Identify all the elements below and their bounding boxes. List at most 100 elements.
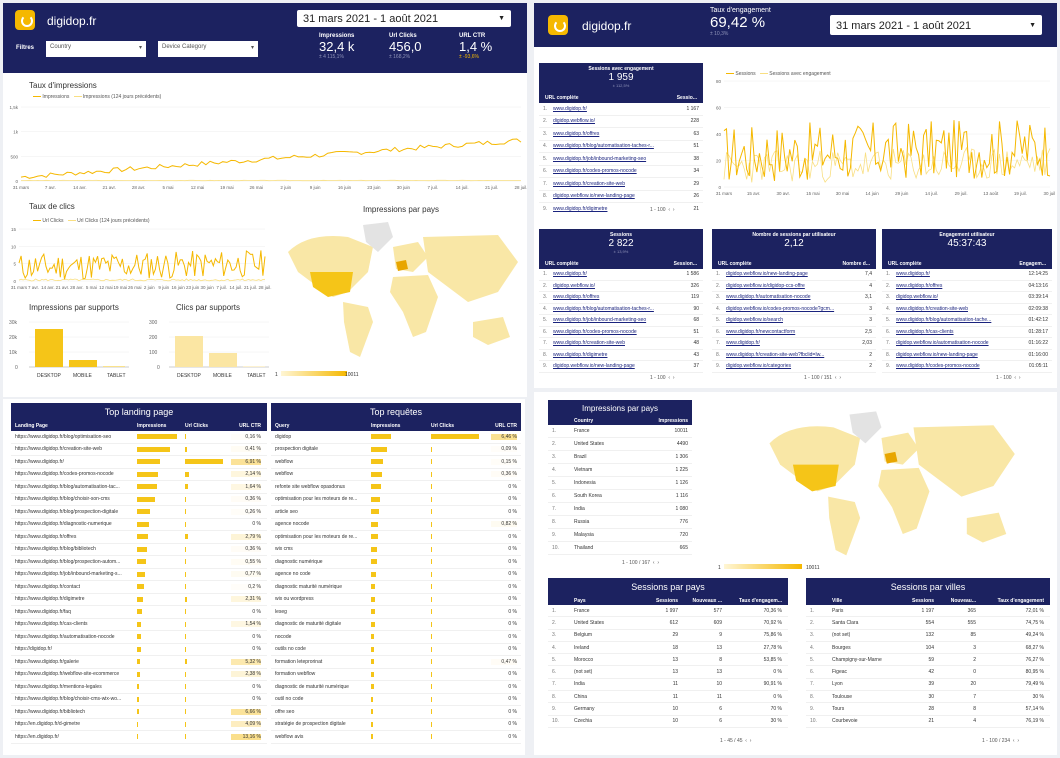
col-url-clicks[interactable]: Url Clicks: [431, 423, 455, 429]
next-page-icon[interactable]: ›: [749, 738, 752, 744]
url-link[interactable]: www.digidop.fr/offres: [553, 294, 600, 301]
table-row[interactable]: digidop 6,46 %: [271, 431, 521, 444]
table-row[interactable]: https://www.digidop.fr/galerie 5,32 %: [11, 656, 267, 669]
col-country[interactable]: Country: [574, 417, 594, 424]
table-row[interactable]: 8. digidop.webflow.io/new-landing-page 01:…: [882, 350, 1052, 361]
pager[interactable]: 1 - 100 / 167 ‹ ›: [622, 560, 659, 566]
table-row[interactable]: 3. digidop.webflow.io/03:39:14: [882, 292, 1052, 304]
table-row[interactable]: https://www.digidop.fr/blog/choisir-son-…: [11, 494, 267, 506]
col-url-clicks[interactable]: Url Clicks: [185, 423, 209, 429]
country-filter[interactable]: Country: [46, 41, 146, 57]
col-sessions[interactable]: Sessions: [656, 597, 678, 604]
table-row[interactable]: https://www.digidop.fr/automatisation-no…: [11, 631, 267, 644]
table-row[interactable]: 2. Santa Clara 554 555 74,75 %: [806, 617, 1050, 630]
table-row[interactable]: 8. digidop.webflow.io/new-landing-page 26: [539, 191, 703, 203]
table-row[interactable]: https://www.digidop.fr/digimetre 2,31 %: [11, 594, 267, 606]
col-engagement[interactable]: Taux d'engagement: [997, 597, 1044, 604]
table-row[interactable]: 7. www.digidop.fr/2,03: [712, 338, 876, 350]
table-row[interactable]: diagnostic numérique 0 %: [271, 556, 521, 569]
url-link[interactable]: www.digidop.fr/newcontactform: [726, 328, 796, 335]
col-sessions[interactable]: Session...: [673, 261, 697, 267]
url-link[interactable]: www.digidop.fr/: [553, 271, 587, 278]
table-row[interactable]: https://www.digidop.fr/codes-promos-noco…: [11, 469, 267, 481]
table-row[interactable]: 2. www.digidop.fr/offres 04:13:16: [882, 281, 1052, 292]
col-impressions[interactable]: Impressions: [371, 423, 401, 429]
url-link[interactable]: digidop.webflow.io/digidop-ccs-offre: [726, 282, 805, 289]
next-page-icon[interactable]: ›: [1018, 375, 1021, 381]
table-row[interactable]: 10. Courbevoie 21 4 76,19 %: [806, 716, 1050, 728]
table-row[interactable]: 3. Belgium 29 9 75,86 %: [548, 630, 788, 642]
table-row[interactable]: outil no code 0 %: [271, 694, 521, 706]
table-row[interactable]: 7. India 1 080: [548, 503, 692, 516]
table-row[interactable]: 3. www.digidop.fr/offres 119: [539, 292, 703, 304]
table-row[interactable]: 4. Vietnam 1 225: [548, 464, 692, 477]
url-link[interactable]: www.digidop.fr/creation-site-web: [553, 340, 625, 347]
col-new-users[interactable]: Nouveau...: [950, 597, 976, 604]
table-row[interactable]: 3. www.digidop.fr/offres 63: [539, 128, 703, 141]
url-link[interactable]: www.digidop.fr/blog/automatisation-tache…: [553, 143, 654, 150]
table-row[interactable]: wix ou wordpress 0 %: [271, 594, 521, 606]
url-link[interactable]: www.digidop.fr/job/inbound-marketing-seo: [553, 317, 647, 324]
table-row[interactable]: 1. www.digidop.fr/1 167: [539, 103, 703, 116]
next-page-icon[interactable]: ›: [1017, 738, 1019, 744]
col-url[interactable]: URL complète: [545, 261, 579, 267]
url-link[interactable]: www.digidop.fr/creation-site-web: [553, 180, 625, 187]
col-url[interactable]: URL complète: [718, 261, 752, 267]
table-row[interactable]: 6. www.digidop.fr/codes-promos-nocode 34: [539, 166, 703, 178]
prev-page-icon[interactable]: ‹: [668, 207, 671, 213]
table-row[interactable]: https://www.digidop.fr/offres 2,79 %: [11, 531, 267, 544]
table-row[interactable]: https://en.digidop.fr/d-gimetre 4,09 %: [11, 719, 267, 731]
table-row[interactable]: 1. www.digidop.fr/1 586: [539, 269, 703, 281]
col-city[interactable]: Ville: [832, 597, 843, 604]
col-url-ctr[interactable]: URL CTR: [495, 423, 517, 429]
device-filter[interactable]: Device Category: [158, 41, 258, 57]
table-row[interactable]: https://www.digidop.fr/job/inbound-marke…: [11, 569, 267, 581]
url-link[interactable]: www.digidop.fr/offres: [896, 282, 943, 289]
table-row[interactable]: 5. www.digidop.fr/job/inbound-marketing-s…: [539, 315, 703, 327]
col-landing-page[interactable]: Landing Page: [15, 423, 48, 429]
pager[interactable]: 1 - 100 ‹ ›: [650, 375, 674, 381]
col-new-users[interactable]: Nouveaux ...: [692, 597, 722, 604]
url-link[interactable]: www.digidop.fr/digimetre: [553, 205, 608, 212]
table-row[interactable]: https://www.digidop.fr/cas-clients 1,54 %: [11, 619, 267, 631]
table-row[interactable]: outils no code 0 %: [271, 644, 521, 656]
col-query[interactable]: Query: [275, 423, 290, 429]
url-link[interactable]: digidop.webflow.io/automatisation-nocode: [896, 340, 989, 347]
table-row[interactable]: article seo 0 %: [271, 506, 521, 519]
prev-page-icon[interactable]: ‹: [668, 375, 671, 381]
table-row[interactable]: agence nocode 0,82 %: [271, 519, 521, 531]
pager[interactable]: 1 - 100 / 151 ‹ ›: [804, 375, 841, 381]
table-row[interactable]: 5. digidop.webflow.io/search 3: [712, 315, 876, 327]
col-impressions[interactable]: Impressions: [137, 423, 167, 429]
table-row[interactable]: 7. Lyon 39 20 79,49 %: [806, 679, 1050, 692]
url-link[interactable]: www.digidop.fr/offres: [553, 130, 600, 137]
prev-page-icon[interactable]: ‹: [1012, 738, 1015, 744]
col-url[interactable]: URL complète: [545, 95, 579, 101]
table-row[interactable]: webflow 0,36 %: [271, 469, 521, 481]
col-value[interactable]: Engagem...: [1019, 261, 1046, 267]
table-row[interactable]: 3. Brazil 1 306: [548, 451, 692, 464]
table-row[interactable]: 7. India 11 10 90,91 %: [548, 679, 788, 692]
url-link[interactable]: digidop.webflow.io/new-landing-page: [896, 351, 978, 358]
table-row[interactable]: 9. Malaysia 720: [548, 529, 692, 542]
url-link[interactable]: www.digidop.fr/codes-promos-nocode: [896, 363, 980, 370]
table-row[interactable]: 3. (not set) 132 85 49,24 %: [806, 630, 1050, 642]
table-row[interactable]: 5. www.digidop.fr/job/inbound-marketing-s…: [539, 153, 703, 166]
table-row[interactable]: formation webflow 0 %: [271, 669, 521, 681]
world-map[interactable]: [278, 217, 524, 367]
col-country[interactable]: Pays: [574, 597, 586, 604]
date-range-picker[interactable]: 31 mars 2021 - 1 août 2021 ▼: [830, 15, 1042, 35]
url-link[interactable]: www.digidop.fr/cas-clients: [896, 328, 954, 335]
url-link[interactable]: www.digidop.fr/digimetre: [553, 351, 608, 358]
table-row[interactable]: 7. digidop.webflow.io/automatisation-noco…: [882, 338, 1052, 350]
col-value[interactable]: Nombre d...: [842, 261, 870, 267]
table-row[interactable]: https://www.digidop.fr/blog/optimisation…: [11, 431, 267, 444]
table-row[interactable]: https://www.digidop.fr/mentions-legales 0…: [11, 681, 267, 694]
url-link[interactable]: digidop.webflow.io/codes-promos-nocode?g…: [726, 305, 835, 312]
table-row[interactable]: 4. Bourges 104 3 68,27 %: [806, 642, 1050, 655]
table-row[interactable]: https://www.digidop.fr/blog/automatisati…: [11, 481, 267, 494]
table-row[interactable]: 4. www.digidop.fr/blog/automatisation-tac…: [539, 141, 703, 153]
table-row[interactable]: 4. www.digidop.fr/creation-site-web 02:09:…: [882, 304, 1052, 315]
table-row[interactable]: 6. www.digidop.fr/codes-promos-nocode 51: [539, 327, 703, 338]
table-row[interactable]: https://www.digidop.fr/blog/choisir-cms-…: [11, 694, 267, 706]
